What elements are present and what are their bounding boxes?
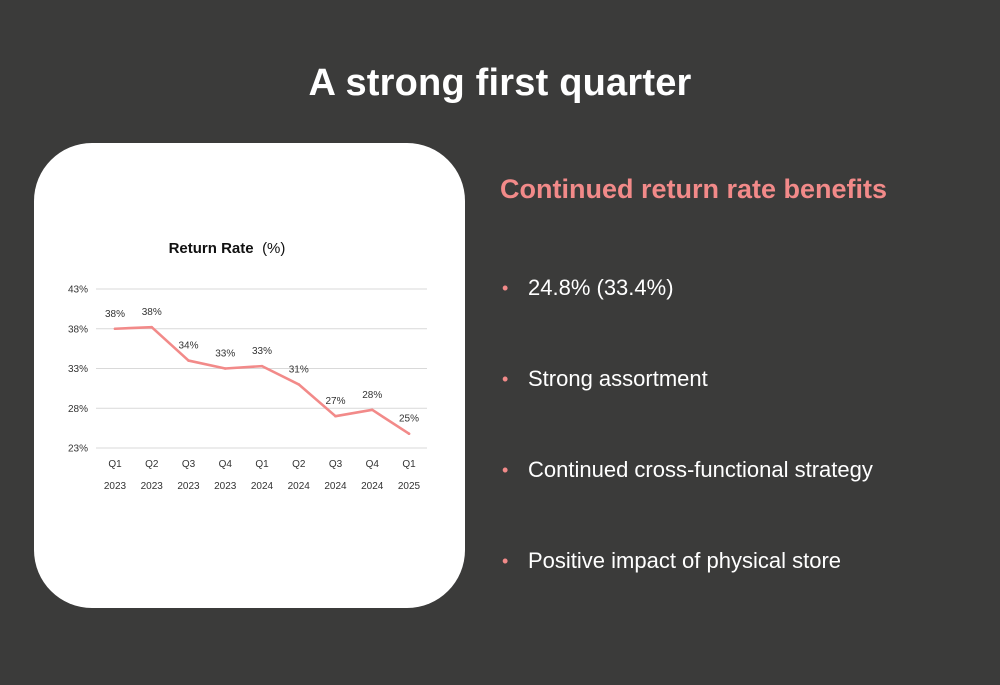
x-tick-year: 2025 (398, 481, 421, 492)
bullet-list: • 24.8% (33.4%) • Strong assortment • Continu… (500, 272, 873, 636)
y-tick-label: 38% (68, 324, 88, 335)
bullet-text: Strong assortment (528, 366, 708, 391)
bullet-item: • Positive impact of physical store (500, 545, 873, 636)
data-point (407, 432, 411, 435)
chart-card: Return Rate (%) 23% 28% 33% 38% 43% Q1 2023 Q2… (34, 143, 465, 608)
data-label: 38% (142, 307, 162, 318)
data-point (260, 364, 264, 368)
data-label: 25% (399, 414, 419, 425)
bullet-item: • 24.8% (33.4%) (500, 272, 873, 363)
y-tick-label: 28% (68, 404, 88, 415)
data-label: 38% (105, 309, 125, 320)
y-tick-label: 23% (68, 444, 88, 455)
data-label: 27% (325, 396, 345, 407)
data-label: 31% (289, 364, 309, 375)
bullet-marker: • (502, 278, 509, 298)
x-tick-quarter: Q4 (219, 459, 233, 470)
bullet-text: 24.8% (33.4%) (528, 275, 674, 300)
x-tick-quarter: Q3 (329, 459, 343, 470)
slide-subtitle: Continued return rate benefits (500, 174, 888, 204)
y-axis-ticks: 23% 28% 33% 38% 43% (68, 285, 88, 455)
data-point (223, 367, 227, 370)
gridlines (96, 288, 427, 449)
chart-title-main: Return Rate (169, 240, 254, 257)
x-tick-quarter: Q2 (145, 459, 159, 470)
x-tick-year: 2024 (324, 481, 347, 492)
x-tick-quarter: Q1 (108, 459, 122, 470)
bullet-item: • Strong assortment (500, 363, 873, 454)
data-point (113, 327, 117, 331)
data-point (187, 359, 190, 362)
x-tick-year: 2023 (141, 481, 164, 492)
data-point (370, 408, 374, 412)
x-tick-year: 2023 (104, 481, 127, 492)
data-point (297, 383, 301, 386)
x-tick-year: 2023 (177, 481, 200, 492)
bullet-marker: • (502, 369, 509, 389)
bullet-text: Positive impact of physical store (528, 548, 842, 573)
y-tick-label: 43% (68, 285, 88, 296)
x-tick-quarter: Q4 (366, 459, 380, 470)
x-axis-ticks: Q1 2023 Q2 2023 Q3 2023 Q4 2023 Q1 2024 Q2 2024 Q3 20… (104, 459, 421, 492)
bullet-item: • Continued cross-functional strategy (500, 454, 873, 545)
bullet-marker: • (502, 551, 509, 571)
y-tick-label: 33% (68, 364, 88, 375)
chart-title: Return Rate (%) (169, 240, 286, 257)
x-tick-quarter: Q1 (255, 459, 269, 470)
x-tick-year: 2024 (251, 481, 274, 492)
series-line (113, 325, 411, 435)
data-point (150, 325, 154, 329)
x-tick-quarter: Q2 (292, 459, 306, 470)
slide-title: A strong first quarter (308, 62, 692, 104)
data-label: 34% (178, 341, 198, 352)
x-tick-year: 2024 (361, 481, 384, 492)
data-point (334, 414, 337, 418)
return-rate-chart: Return Rate (%) 23% 28% 33% 38% 43% Q1 2023 Q2… (68, 240, 427, 492)
series (113, 325, 411, 435)
data-labels: 38% 38% 34% 33% 33% 31% 27% 28% 25% (105, 307, 419, 425)
data-label: 33% (215, 349, 235, 360)
data-label: 28% (362, 390, 382, 401)
x-tick-year: 2024 (288, 481, 311, 492)
bullet-text: Continued cross-functional strategy (528, 457, 873, 482)
chart-title-unit: (%) (262, 240, 285, 257)
x-tick-year: 2023 (214, 481, 237, 492)
bullet-marker: • (502, 460, 509, 480)
x-tick-quarter: Q1 (402, 459, 416, 470)
x-tick-quarter: Q3 (182, 459, 196, 470)
data-label: 33% (252, 346, 272, 357)
